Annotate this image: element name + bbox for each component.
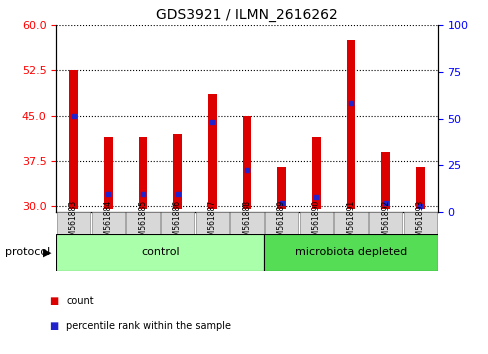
FancyBboxPatch shape: [161, 212, 194, 234]
Text: GSM561890: GSM561890: [311, 200, 320, 246]
Bar: [311, 137, 320, 209]
FancyBboxPatch shape: [126, 212, 159, 234]
FancyBboxPatch shape: [299, 212, 332, 234]
Text: GSM561887: GSM561887: [207, 200, 216, 246]
Text: microbiota depleted: microbiota depleted: [294, 247, 407, 257]
Bar: [207, 95, 216, 209]
Bar: [69, 70, 78, 209]
Text: GSM561884: GSM561884: [103, 200, 113, 246]
Text: GSM561883: GSM561883: [69, 200, 78, 246]
Text: GSM561892: GSM561892: [380, 200, 389, 246]
Text: GSM561889: GSM561889: [277, 200, 285, 246]
Text: ▶: ▶: [43, 247, 51, 257]
Text: GSM561893: GSM561893: [415, 200, 424, 246]
Text: control: control: [141, 247, 179, 257]
Text: protocol: protocol: [5, 247, 50, 257]
Text: GSM561888: GSM561888: [242, 200, 251, 246]
FancyBboxPatch shape: [56, 234, 264, 271]
FancyBboxPatch shape: [403, 212, 436, 234]
Title: GDS3921 / ILMN_2616262: GDS3921 / ILMN_2616262: [156, 8, 337, 22]
Bar: [346, 40, 355, 209]
FancyBboxPatch shape: [195, 212, 228, 234]
Text: GSM561891: GSM561891: [346, 200, 355, 246]
Text: count: count: [66, 296, 93, 306]
Bar: [277, 167, 285, 209]
Bar: [381, 152, 389, 209]
Bar: [138, 137, 147, 209]
FancyBboxPatch shape: [264, 212, 298, 234]
FancyBboxPatch shape: [230, 212, 263, 234]
Bar: [104, 137, 112, 209]
FancyBboxPatch shape: [57, 212, 90, 234]
FancyBboxPatch shape: [334, 212, 367, 234]
Text: ■: ■: [49, 321, 58, 331]
Bar: [173, 134, 182, 209]
Text: percentile rank within the sample: percentile rank within the sample: [66, 321, 230, 331]
FancyBboxPatch shape: [368, 212, 402, 234]
Bar: [415, 167, 424, 209]
Bar: [242, 115, 251, 209]
Text: GSM561886: GSM561886: [173, 200, 182, 246]
Text: ■: ■: [49, 296, 58, 306]
FancyBboxPatch shape: [91, 212, 124, 234]
Text: GSM561885: GSM561885: [138, 200, 147, 246]
FancyBboxPatch shape: [264, 234, 437, 271]
